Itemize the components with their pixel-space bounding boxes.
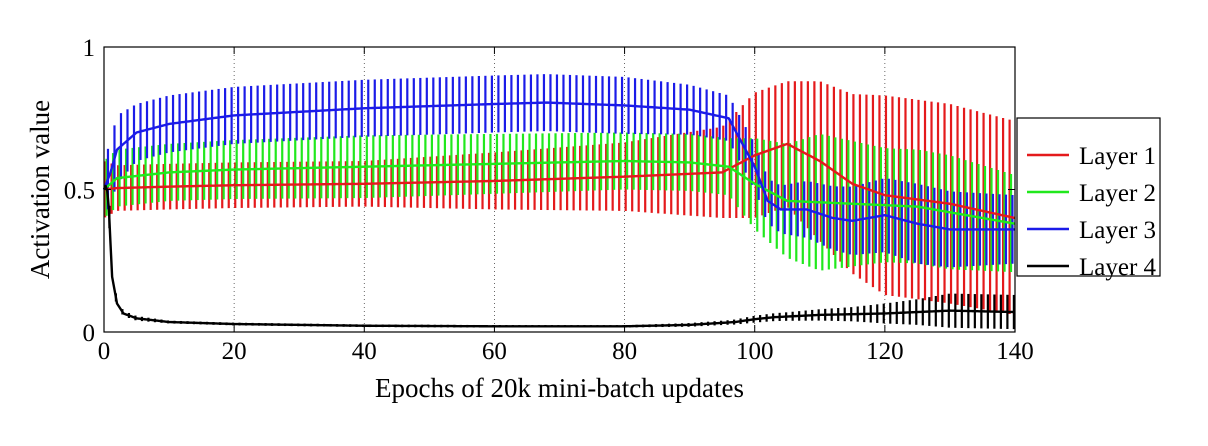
legend-item: Layer 4: [1027, 254, 1157, 281]
legend-label: Layer 1: [1079, 143, 1156, 170]
x-tick-label: 120: [866, 338, 904, 365]
legend-box: [1016, 117, 1161, 277]
x-tick-label: 80: [612, 338, 637, 365]
series-line: [102, 184, 1016, 328]
y-tick-label: 0.5: [64, 178, 95, 205]
x-tick-label: 20: [222, 338, 247, 365]
y-tick-label: 1: [83, 35, 96, 62]
x-tick-label: 40: [352, 338, 377, 365]
x-tick-label: 0: [98, 338, 111, 365]
mean-lines: [102, 101, 1016, 328]
x-tick-label: 100: [736, 338, 774, 365]
y-axis-label: Activation value: [25, 100, 55, 279]
legend-item: Layer 3: [1027, 217, 1156, 244]
legend: Layer 1 Layer 2 Layer 3 Layer 4: [1016, 117, 1161, 281]
series-line: [103, 142, 1016, 220]
legend-item: Layer 1: [1027, 143, 1156, 170]
legend-item: Layer 2: [1027, 180, 1156, 207]
series-line: [103, 159, 1016, 225]
legend-label: Layer 4: [1079, 254, 1157, 281]
y-tick-label: 0: [83, 320, 96, 347]
x-tick-label: 140: [996, 338, 1034, 365]
axis-tick-labels: 0 20 40 60 80 100 120 140 0 0.5 1: [64, 35, 1034, 365]
legend-label: Layer 3: [1079, 217, 1156, 244]
legend-label: Layer 2: [1079, 180, 1156, 207]
series-line: [102, 101, 1015, 231]
axis-ticks: [103, 46, 1016, 333]
plot-area: [104, 47, 1015, 332]
x-tick-label: 60: [482, 338, 507, 365]
x-axis-label: Epochs of 20k mini-batch updates: [375, 373, 744, 403]
